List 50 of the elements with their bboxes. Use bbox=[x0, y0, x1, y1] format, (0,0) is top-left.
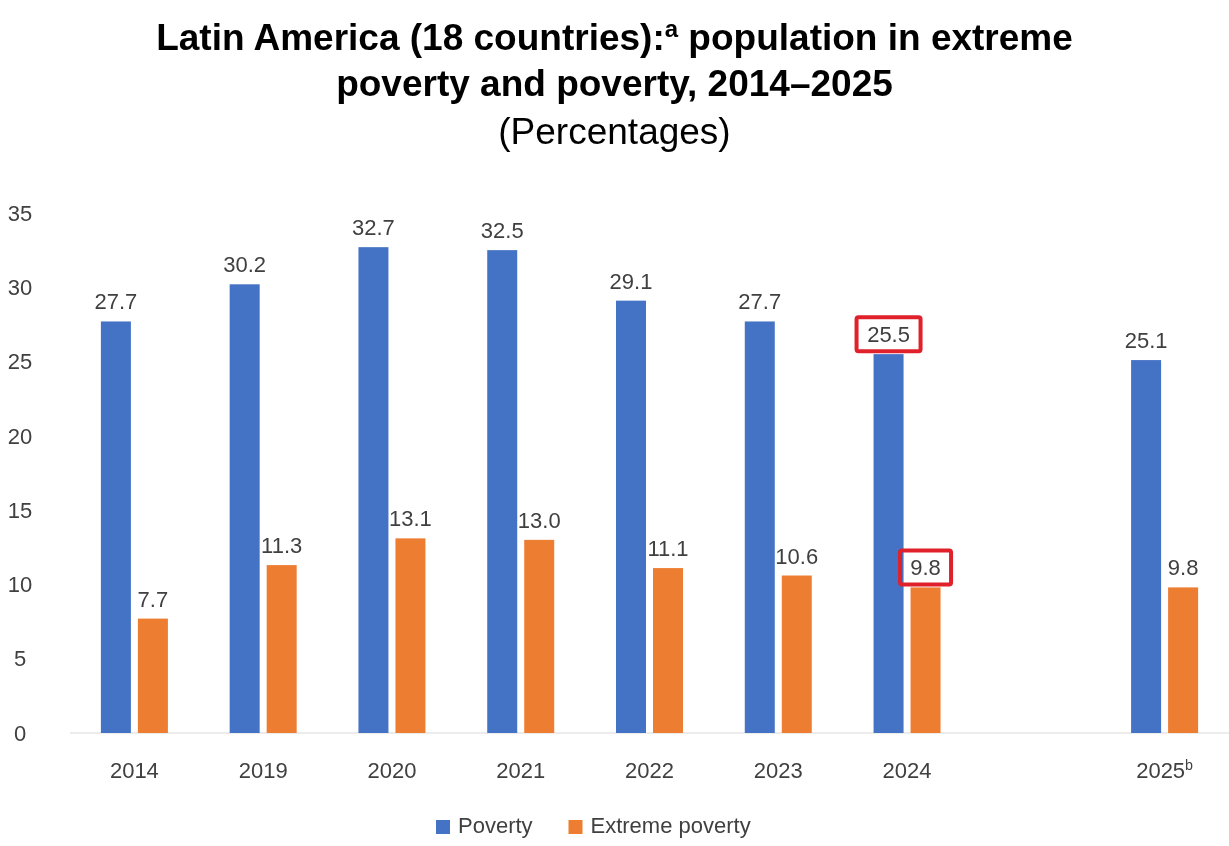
x-tick-label: 2022 bbox=[625, 758, 674, 783]
legend-label: Poverty bbox=[458, 813, 533, 838]
bar bbox=[781, 575, 812, 733]
bar bbox=[229, 284, 260, 733]
x-tick-label: 2014 bbox=[109, 758, 159, 783]
data-label: 11.1 bbox=[647, 536, 689, 562]
data-label: 27.7 bbox=[94, 289, 138, 315]
bar bbox=[358, 247, 389, 733]
bar bbox=[1168, 587, 1199, 733]
y-tick-label: 15 bbox=[7, 497, 33, 523]
data-label: 27.7 bbox=[738, 289, 782, 315]
data-label: 7.7 bbox=[137, 586, 169, 612]
data-label: 10.6 bbox=[775, 543, 819, 569]
y-tick-label: 5 bbox=[13, 646, 27, 672]
bar bbox=[266, 565, 297, 733]
y-tick-label: 30 bbox=[7, 274, 33, 300]
data-label: 13.1 bbox=[389, 506, 432, 532]
bar bbox=[653, 568, 683, 733]
y-tick-label: 20 bbox=[7, 423, 33, 449]
data-label: 25.5 bbox=[867, 322, 910, 348]
data-label: 25.1 bbox=[1124, 328, 1168, 354]
x-tick-label: 2020 bbox=[367, 758, 417, 783]
y-tick-label: 35 bbox=[7, 200, 33, 226]
bar bbox=[524, 539, 555, 733]
y-tick-label: 25 bbox=[7, 349, 33, 375]
x-tick-label: 2023 bbox=[753, 758, 803, 783]
data-label: 9.8 bbox=[910, 555, 941, 581]
data-label: 30.2 bbox=[223, 252, 267, 278]
chart-subtitle: (Percentages) bbox=[498, 111, 731, 152]
x-tick-label: 2025$^{b}$ bbox=[1136, 757, 1194, 783]
data-label: 11.3 bbox=[261, 533, 303, 559]
x-tick-label: 2019 bbox=[238, 758, 288, 783]
y-tick-label: 0 bbox=[13, 720, 27, 746]
chart-title: Latin America (18 countries):$^{a}$ population in extreme poverty and poverty, 2014–2025 bbox=[156, 14, 1073, 104]
bar bbox=[395, 538, 426, 733]
bar bbox=[137, 618, 168, 733]
bar bbox=[100, 321, 131, 733]
data-label: 32.7 bbox=[352, 215, 395, 241]
data-label: 9.8 bbox=[1167, 555, 1199, 581]
bar bbox=[744, 321, 775, 733]
bar bbox=[487, 250, 518, 733]
data-label: 29.1 bbox=[609, 268, 653, 294]
bar bbox=[616, 300, 646, 733]
y-tick-label: 10 bbox=[7, 572, 33, 598]
bar bbox=[1131, 360, 1162, 733]
data-label: 32.5 bbox=[480, 218, 524, 244]
x-tick-label: 2021 bbox=[496, 758, 546, 783]
x-tick-label: 2024 bbox=[882, 758, 932, 783]
data-label: 13.0 bbox=[517, 507, 561, 533]
legend-label: Extreme poverty bbox=[590, 813, 751, 838]
